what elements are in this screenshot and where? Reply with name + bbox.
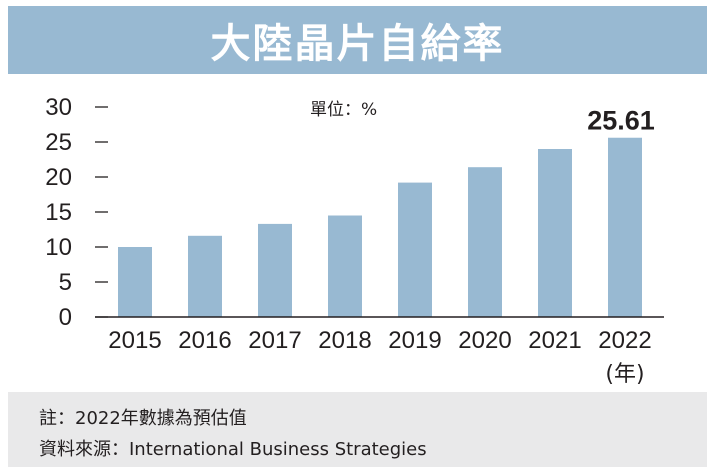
source-note: 資料來源：International Business Strategies (39, 439, 427, 460)
x-tick-label: 2016 (178, 327, 231, 354)
bar (608, 137, 642, 317)
y-tick-label: 10 (45, 234, 72, 261)
y-tick-label: 5 (59, 269, 72, 296)
note-area: 註：2022年數據為預估值 資料來源：International Busines… (8, 392, 707, 467)
bar (118, 247, 152, 317)
chart-area: 0 5 10 15 20 25 30 2015 2016 2017 2018 2019 2020 2021… (8, 74, 707, 392)
y-tick-label: 20 (45, 164, 72, 191)
footnote: 註：2022年數據為預估值 (39, 408, 247, 429)
x-tick-label: 2022 (598, 327, 651, 354)
bar (188, 235, 222, 317)
bar (258, 223, 292, 317)
chart-title: 大陸晶片自給率 (210, 21, 505, 67)
bar (398, 182, 432, 317)
title-band: 大陸晶片自給率 (8, 6, 707, 74)
unit-label: 單位：% (310, 100, 377, 120)
x-tick-label: 2018 (318, 327, 371, 354)
x-tick-label: 2020 (458, 327, 511, 354)
bar (538, 149, 572, 317)
bar-chart: 0 5 10 15 20 25 30 2015 2016 2017 2018 2019 2020 2021… (45, 94, 664, 387)
bar (328, 215, 362, 317)
x-unit-label: (年) (605, 362, 644, 387)
x-tick-label: 2021 (528, 327, 581, 354)
x-tick-label: 2017 (248, 327, 301, 354)
bar (468, 167, 502, 317)
data-label: 25.61 (587, 106, 655, 136)
y-tick-label: 30 (45, 94, 72, 121)
x-tick-label: 2019 (388, 327, 441, 354)
y-tick-label: 25 (45, 129, 72, 156)
y-tick-label: 15 (45, 199, 72, 226)
chart-frame: 大陸晶片自給率 0 5 10 15 20 25 30 2015 2016 2017 2018 2019… (8, 6, 707, 467)
y-tick-label: 0 (59, 304, 72, 331)
x-tick-label: 2015 (108, 327, 161, 354)
